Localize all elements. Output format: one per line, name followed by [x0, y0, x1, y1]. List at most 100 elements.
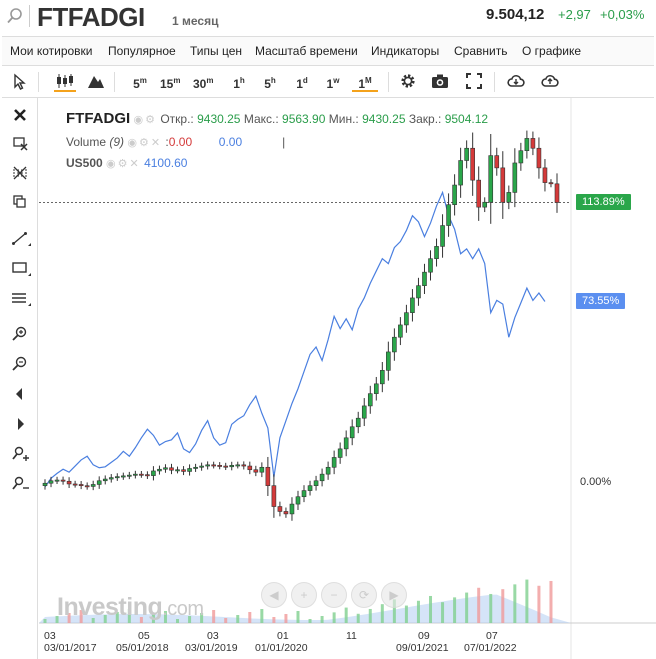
timeframe-1M[interactable]: 1M	[352, 70, 378, 92]
nav-left-icon[interactable]: ◀	[261, 582, 287, 608]
cloud-download-icon[interactable]	[506, 70, 526, 92]
price-chart[interactable]	[39, 98, 656, 659]
timeframe-1w[interactable]: 1w	[326, 76, 340, 91]
candle-down	[548, 182, 554, 185]
x-tick: 03	[207, 630, 219, 642]
volume-visibility-icon[interactable]: ◉⚙✕	[127, 137, 163, 149]
candle-down	[494, 155, 500, 169]
legend-compare-row: US500 ◉⚙✕ 4100.60	[66, 156, 187, 170]
lines-icon[interactable]	[9, 287, 31, 309]
timeframe-5h[interactable]: 5h	[264, 76, 276, 91]
camera-icon[interactable]	[430, 70, 450, 92]
timeframe-30m[interactable]: 30m	[193, 76, 214, 91]
timeframe-15m[interactable]: 15m	[160, 76, 181, 91]
volume-bar	[356, 613, 360, 623]
menu-my-quotes[interactable]: Мои котировки	[10, 44, 93, 58]
nav-right-icon[interactable]: ▶	[381, 582, 407, 608]
candle-down	[78, 484, 84, 486]
volume-bar	[43, 619, 47, 623]
candle-up	[205, 464, 210, 467]
timeframe-5m[interactable]: 5m	[133, 76, 147, 91]
volume-bar	[453, 597, 457, 623]
volume-bar	[260, 609, 264, 623]
chart-area[interactable]: Investing.com ◀ + − ⟳ ▶ FTFADGI ◉⚙ Откр.…	[39, 98, 656, 659]
toolbar-separator	[494, 72, 495, 92]
cursor-icon[interactable]	[10, 70, 30, 92]
candle-down	[554, 183, 560, 203]
fibonacci-icon[interactable]	[9, 162, 31, 184]
toolbar-separator	[38, 72, 39, 92]
compare-remove-icon[interactable]	[9, 473, 31, 495]
volume-bar	[537, 585, 541, 623]
gear-icon[interactable]	[398, 70, 418, 92]
x-date: 03/01/2019	[185, 642, 238, 654]
candle-up	[187, 468, 192, 472]
candle-down	[265, 466, 271, 486]
candle-up	[367, 393, 373, 407]
candle-up	[343, 437, 349, 450]
volume-bar	[200, 613, 204, 623]
candle-down	[536, 147, 542, 169]
candle-down	[476, 179, 481, 208]
menu-time-scale[interactable]: Масштаб времени	[255, 44, 358, 58]
zoom-out-icon[interactable]	[9, 353, 31, 375]
compare-visibility-icon[interactable]: ◉⚙✕	[106, 158, 141, 170]
menu-compare[interactable]: Сравнить	[454, 44, 508, 58]
candle-up	[458, 160, 463, 186]
scroll-right-icon[interactable]	[9, 413, 31, 435]
cloud-upload-icon[interactable]	[540, 70, 560, 92]
rectangle-icon[interactable]	[9, 257, 31, 279]
timeframe-1d[interactable]: 1d	[296, 76, 308, 91]
volume-bar	[404, 605, 408, 623]
volume-bar	[79, 610, 83, 623]
candle-down	[139, 473, 144, 476]
zoom-in-icon[interactable]	[9, 323, 31, 345]
scroll-left-icon[interactable]	[9, 383, 31, 405]
search-icon[interactable]	[6, 7, 24, 25]
menu-popular[interactable]: Популярное	[108, 44, 176, 58]
candle-up	[488, 155, 494, 203]
candle-down	[542, 167, 548, 183]
fullscreen-icon[interactable]	[464, 70, 484, 92]
candle-up	[151, 470, 156, 476]
volume-bar	[441, 602, 445, 623]
timeframe-1h[interactable]: 1h	[233, 76, 245, 91]
trendline-icon[interactable]	[9, 227, 31, 249]
close-icon[interactable]	[9, 104, 31, 126]
candle-down	[530, 138, 536, 149]
volume-bar	[91, 618, 95, 623]
x-tick: 09	[418, 630, 430, 642]
x-date: 09/01/2021	[396, 642, 449, 654]
candle-up	[337, 448, 343, 458]
chart-menu-bar: Мои котировки Популярное Типы цен Масшта…	[2, 36, 654, 66]
copy-icon[interactable]	[9, 191, 31, 213]
price-change: +2,97	[558, 7, 591, 22]
candle-up	[48, 480, 54, 484]
legend-visibility-icon[interactable]: ◉⚙	[133, 114, 157, 126]
nav-zoom-in-icon[interactable]: +	[291, 582, 317, 608]
nav-zoom-out-icon[interactable]: −	[321, 582, 347, 608]
volume-bar	[163, 611, 167, 623]
menu-price-types[interactable]: Типы цен	[190, 44, 243, 58]
candle-up	[349, 426, 355, 439]
candle-down	[211, 464, 216, 467]
candle-up	[325, 466, 331, 475]
toolbar-separator	[114, 72, 115, 92]
volume-layer	[39, 579, 571, 623]
mountain-icon[interactable]	[86, 70, 106, 92]
candle-up	[114, 476, 120, 479]
compare-icon[interactable]	[9, 443, 31, 465]
compare-series-line	[44, 190, 546, 488]
nav-reset-icon[interactable]: ⟳	[351, 582, 377, 608]
volume-bar	[115, 612, 119, 623]
menu-about-chart[interactable]: О графике	[522, 44, 582, 58]
candle-up	[331, 457, 337, 468]
candlestick-icon[interactable]	[54, 70, 76, 92]
candle-down	[60, 479, 66, 482]
candle-up	[133, 473, 138, 476]
x-tick: 03	[44, 630, 56, 642]
menu-indicators[interactable]: Индикаторы	[371, 44, 440, 58]
crosshair-delete-icon[interactable]	[9, 133, 31, 155]
candle-down	[145, 474, 150, 477]
legend-compare-symbol: US500	[66, 156, 103, 170]
